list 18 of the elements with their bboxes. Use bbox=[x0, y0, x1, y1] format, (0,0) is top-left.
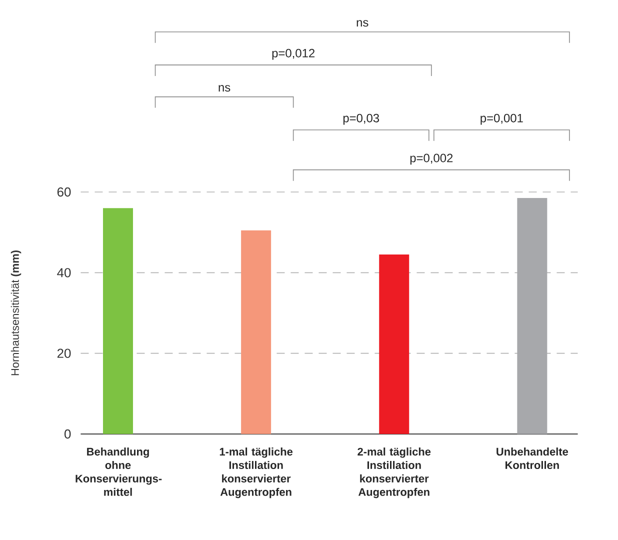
text: p=0,03 bbox=[343, 114, 380, 125]
x-tick-label: 2-mal tägliche Instillation konservierter Augentropfen bbox=[358, 448, 431, 498]
text: p=0,001 bbox=[480, 114, 523, 125]
y-tick-label: 40 bbox=[57, 268, 71, 278]
bar bbox=[379, 254, 410, 434]
bar bbox=[241, 230, 272, 434]
text: ns bbox=[356, 20, 368, 27]
text: p=0,012 bbox=[272, 48, 314, 60]
y-axis-title: Hornhautsensitivität (mm) bbox=[10, 250, 22, 376]
bar bbox=[103, 208, 133, 434]
y-tick-label: 60 bbox=[57, 187, 71, 197]
y-tick-label: 20 bbox=[57, 348, 71, 358]
text: ns bbox=[218, 85, 230, 92]
y-tick-label: 0 bbox=[64, 429, 71, 439]
x-tick-label: Unbehandelte Kontrollen bbox=[496, 448, 568, 470]
text: p=0,002 bbox=[410, 154, 453, 165]
x-tick-label: Behandlung ohne Konservierungs-mittel bbox=[76, 448, 162, 496]
x-tick-label: 1-mal tägliche Instillation konservierter Augentropfen bbox=[220, 448, 293, 498]
